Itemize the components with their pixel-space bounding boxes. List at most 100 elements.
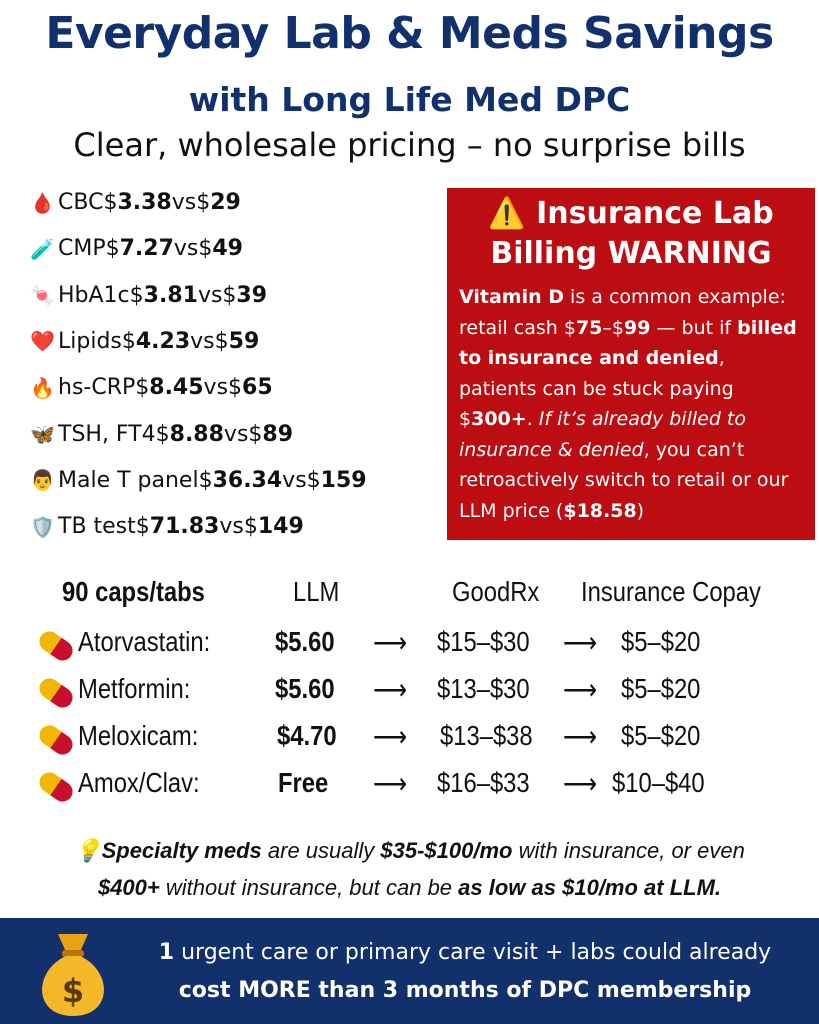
lab-name: HbA1c <box>58 282 130 308</box>
pill-icon <box>35 674 77 712</box>
currency: $ <box>198 467 213 493</box>
llm-price: 4.23 <box>135 328 191 354</box>
text-segment: ) <box>636 499 645 522</box>
currency: $ <box>222 282 237 308</box>
text-segment: is a common example: retail cash $ <box>459 286 786 339</box>
lab-name: CMP <box>58 236 106 262</box>
currency: $ <box>105 236 120 262</box>
butterfly-icon: 🦋 <box>30 422 55 446</box>
warning-body: Vitamin D is a common example: retail ca… <box>459 282 803 526</box>
arrow-icon: ⟶ <box>373 674 408 705</box>
arrow-icon: ⟶ <box>563 721 598 752</box>
med-name: Metformin: <box>78 673 191 704</box>
blood-drop-icon: 🩸 <box>30 190 55 215</box>
currency: $ <box>243 514 258 540</box>
med-name: Meloxicam: <box>78 720 199 751</box>
text-segment: Specialty meds <box>101 838 262 863</box>
currency: $ <box>121 328 136 354</box>
text-segment: with insurance, or even <box>512 838 745 863</box>
goodrx-price: $13–$30 <box>437 673 530 704</box>
column-header: LLM <box>293 576 340 607</box>
llm-price: $5.60 <box>275 626 335 657</box>
tagline: Clear, wholesale pricing – no surprise b… <box>73 126 746 164</box>
text-segment: as low as $10/mo at LLM. <box>458 875 722 900</box>
heart-icon: ❤️ <box>30 329 55 354</box>
text-segment: 75 <box>575 316 603 339</box>
man-icon: 👨 <box>30 468 55 493</box>
currency: $ <box>306 467 321 493</box>
vs-label: vs <box>282 467 307 493</box>
lab-item: 🔥 hs-CRP $8.45 vs $65 <box>30 375 273 400</box>
lab-item: 🍬 HbA1c $3.81 vs $39 <box>30 283 267 308</box>
footer-banner: $ 1 urgent care or primary care visit + … <box>0 918 819 1024</box>
currency: $ <box>248 421 263 447</box>
currency: $ <box>103 190 118 215</box>
page-subtitle: with Long Life Med DPC <box>188 80 631 119</box>
fire-icon: 🔥 <box>30 375 55 400</box>
vs-label: vs <box>171 190 197 215</box>
llm-price: $4.70 <box>277 720 337 751</box>
text-segment: 99 <box>623 316 651 339</box>
lab-item: 🛡️ TB test $71.83 vs $149 <box>30 514 304 539</box>
arrow-icon: ⟶ <box>373 721 408 752</box>
vs-label: vs <box>173 236 199 262</box>
lab-name: TB test <box>58 514 136 540</box>
currency: $ <box>214 328 229 354</box>
shield-icon: 🛡️ <box>30 514 55 539</box>
text-segment: 300+ <box>471 408 527 430</box>
text-segment: — but if <box>650 316 738 339</box>
currency: $ <box>155 421 170 447</box>
footer-count: 1 <box>158 940 175 965</box>
pill-icon <box>35 768 77 806</box>
specialty-meds-note: 💡Specialty meds are usually $35-$100/mo … <box>0 832 819 906</box>
text-segment: billed to insurance and denied <box>459 316 797 370</box>
currency: $ <box>196 190 211 215</box>
vs-label: vs <box>219 514 244 540</box>
currency: $ <box>135 375 150 401</box>
llm-price: 36.34 <box>212 467 283 493</box>
llm-price: 3.38 <box>117 190 172 215</box>
vs-label: vs <box>197 282 223 308</box>
text-segment: $18.58 <box>563 499 637 522</box>
text-segment: $35-$100/mo <box>380 838 513 863</box>
text-segment: , patients can be stuck paying $ <box>459 347 734 430</box>
retail-price: 59 <box>228 328 260 354</box>
copay-price: $5–$20 <box>621 626 701 657</box>
goodrx-price: $13–$38 <box>440 720 533 751</box>
warning-icon: ⚠️ <box>488 196 526 231</box>
text-segment: Vitamin D <box>459 286 565 308</box>
arrow-icon: ⟶ <box>563 768 598 799</box>
retail-price: 65 <box>242 375 273 401</box>
warning-title-1: Insurance Lab <box>536 196 774 231</box>
arrow-icon: ⟶ <box>373 627 408 658</box>
footer-line-2: cost MORE than 3 months of DPC membershi… <box>178 978 752 1003</box>
lightbulb-icon: 💡 <box>74 838 102 863</box>
arrow-icon: ⟶ <box>563 674 598 705</box>
lab-item: 👨 Male T panel $36.34 vs $159 <box>30 468 367 493</box>
goodrx-price: $16–$33 <box>437 767 530 798</box>
lab-name: CBC <box>58 190 104 215</box>
currency: $ <box>129 282 144 308</box>
med-name: Amox/Clav: <box>78 767 200 798</box>
copay-price: $5–$20 <box>621 720 701 751</box>
money-bag-icon: $ <box>42 934 104 1016</box>
pill-icon <box>35 627 77 665</box>
lab-item: ❤️ Lipids $4.23 vs $59 <box>30 329 259 354</box>
text-segment: If it’s already billed to insurance & de… <box>459 408 746 461</box>
lab-name: hs-CRP <box>58 375 136 401</box>
copay-price: $5–$20 <box>621 673 701 704</box>
currency: $ <box>228 375 243 401</box>
test-tube-icon: 🧪 <box>30 236 55 261</box>
retail-price: 149 <box>257 514 304 540</box>
text-segment: . <box>526 408 539 430</box>
warning-title-2: Billing WARNING <box>490 236 772 271</box>
text-segment: $400+ <box>97 875 160 900</box>
lab-name: Male T panel <box>58 467 199 493</box>
vs-label: vs <box>190 328 215 354</box>
currency: $ <box>198 236 213 262</box>
currency: $ <box>135 514 150 540</box>
column-header: Insurance Copay <box>581 576 761 607</box>
retail-price: 89 <box>262 421 294 447</box>
vs-label: vs <box>203 375 229 401</box>
page-title: Everyday Lab & Meds Savings <box>45 8 774 59</box>
